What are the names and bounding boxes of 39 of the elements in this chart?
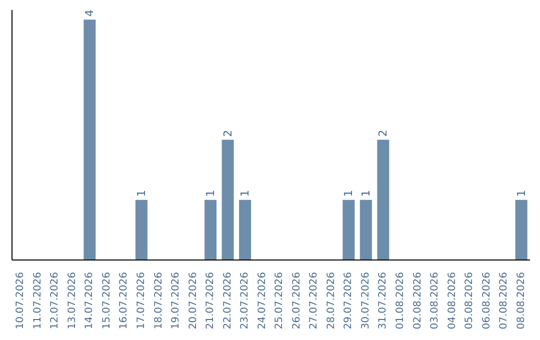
x-tick-label: 31.07.2026 [378, 272, 389, 330]
x-tick-label: 23.07.2026 [240, 272, 251, 330]
x-tick-label: 12.07.2026 [50, 272, 61, 330]
x-tick-label: 20.07.2026 [188, 272, 199, 330]
x-tick-label: 18.07.2026 [153, 272, 164, 330]
x-tick-label: 25.07.2026 [274, 272, 286, 330]
data-label: 1 [342, 190, 356, 197]
x-tick-label: 19.07.2026 [170, 272, 182, 330]
x-tick-label: 26.07.2026 [291, 272, 302, 330]
x-tick-label: 24.07.2026 [256, 272, 268, 330]
x-tick-label: 13.07.2026 [66, 272, 78, 330]
x-tick-label: 07.08.2026 [498, 272, 510, 330]
x-tick-label: 28.07.2026 [326, 272, 337, 330]
x-tick-label: 04.08.2026 [446, 272, 458, 330]
x-tick-label: 05.08.2026 [464, 272, 476, 330]
data-label: 2 [221, 130, 234, 137]
x-tick-label: 22.07.2026 [222, 272, 234, 330]
x-tick-label: 17.07.2026 [136, 272, 147, 330]
x-tick-label: 16.07.2026 [118, 272, 130, 330]
data-label: 4 [83, 10, 96, 17]
data-label: 1 [514, 190, 528, 197]
x-tick-label: 14.07.2026 [84, 272, 96, 330]
x-tick-label: 02.08.2026 [412, 272, 424, 330]
x-tick-label: 03.08.2026 [430, 272, 441, 330]
x-tick-label: 11.07.2026 [32, 272, 44, 330]
x-tick-label: 10.07.2026 [15, 272, 26, 330]
x-tick-label: 29.07.2026 [343, 272, 354, 330]
data-label: 1 [204, 190, 218, 197]
x-tick-label: 06.08.2026 [481, 272, 492, 330]
x-tick-label: 15.07.2026 [101, 272, 112, 330]
data-label: 1 [238, 190, 252, 197]
data-label: 1 [359, 190, 372, 197]
data-label: 1 [134, 190, 148, 197]
x-tick-label: 01.08.2026 [395, 272, 406, 330]
x-tick-label: 30.07.2026 [360, 272, 372, 330]
x-tick-label: 27.07.2026 [308, 272, 320, 330]
x-tick-label: 08.08.2026 [516, 272, 527, 330]
x-tick-label: 21.07.2026 [205, 272, 216, 330]
data-label: 2 [376, 130, 390, 137]
